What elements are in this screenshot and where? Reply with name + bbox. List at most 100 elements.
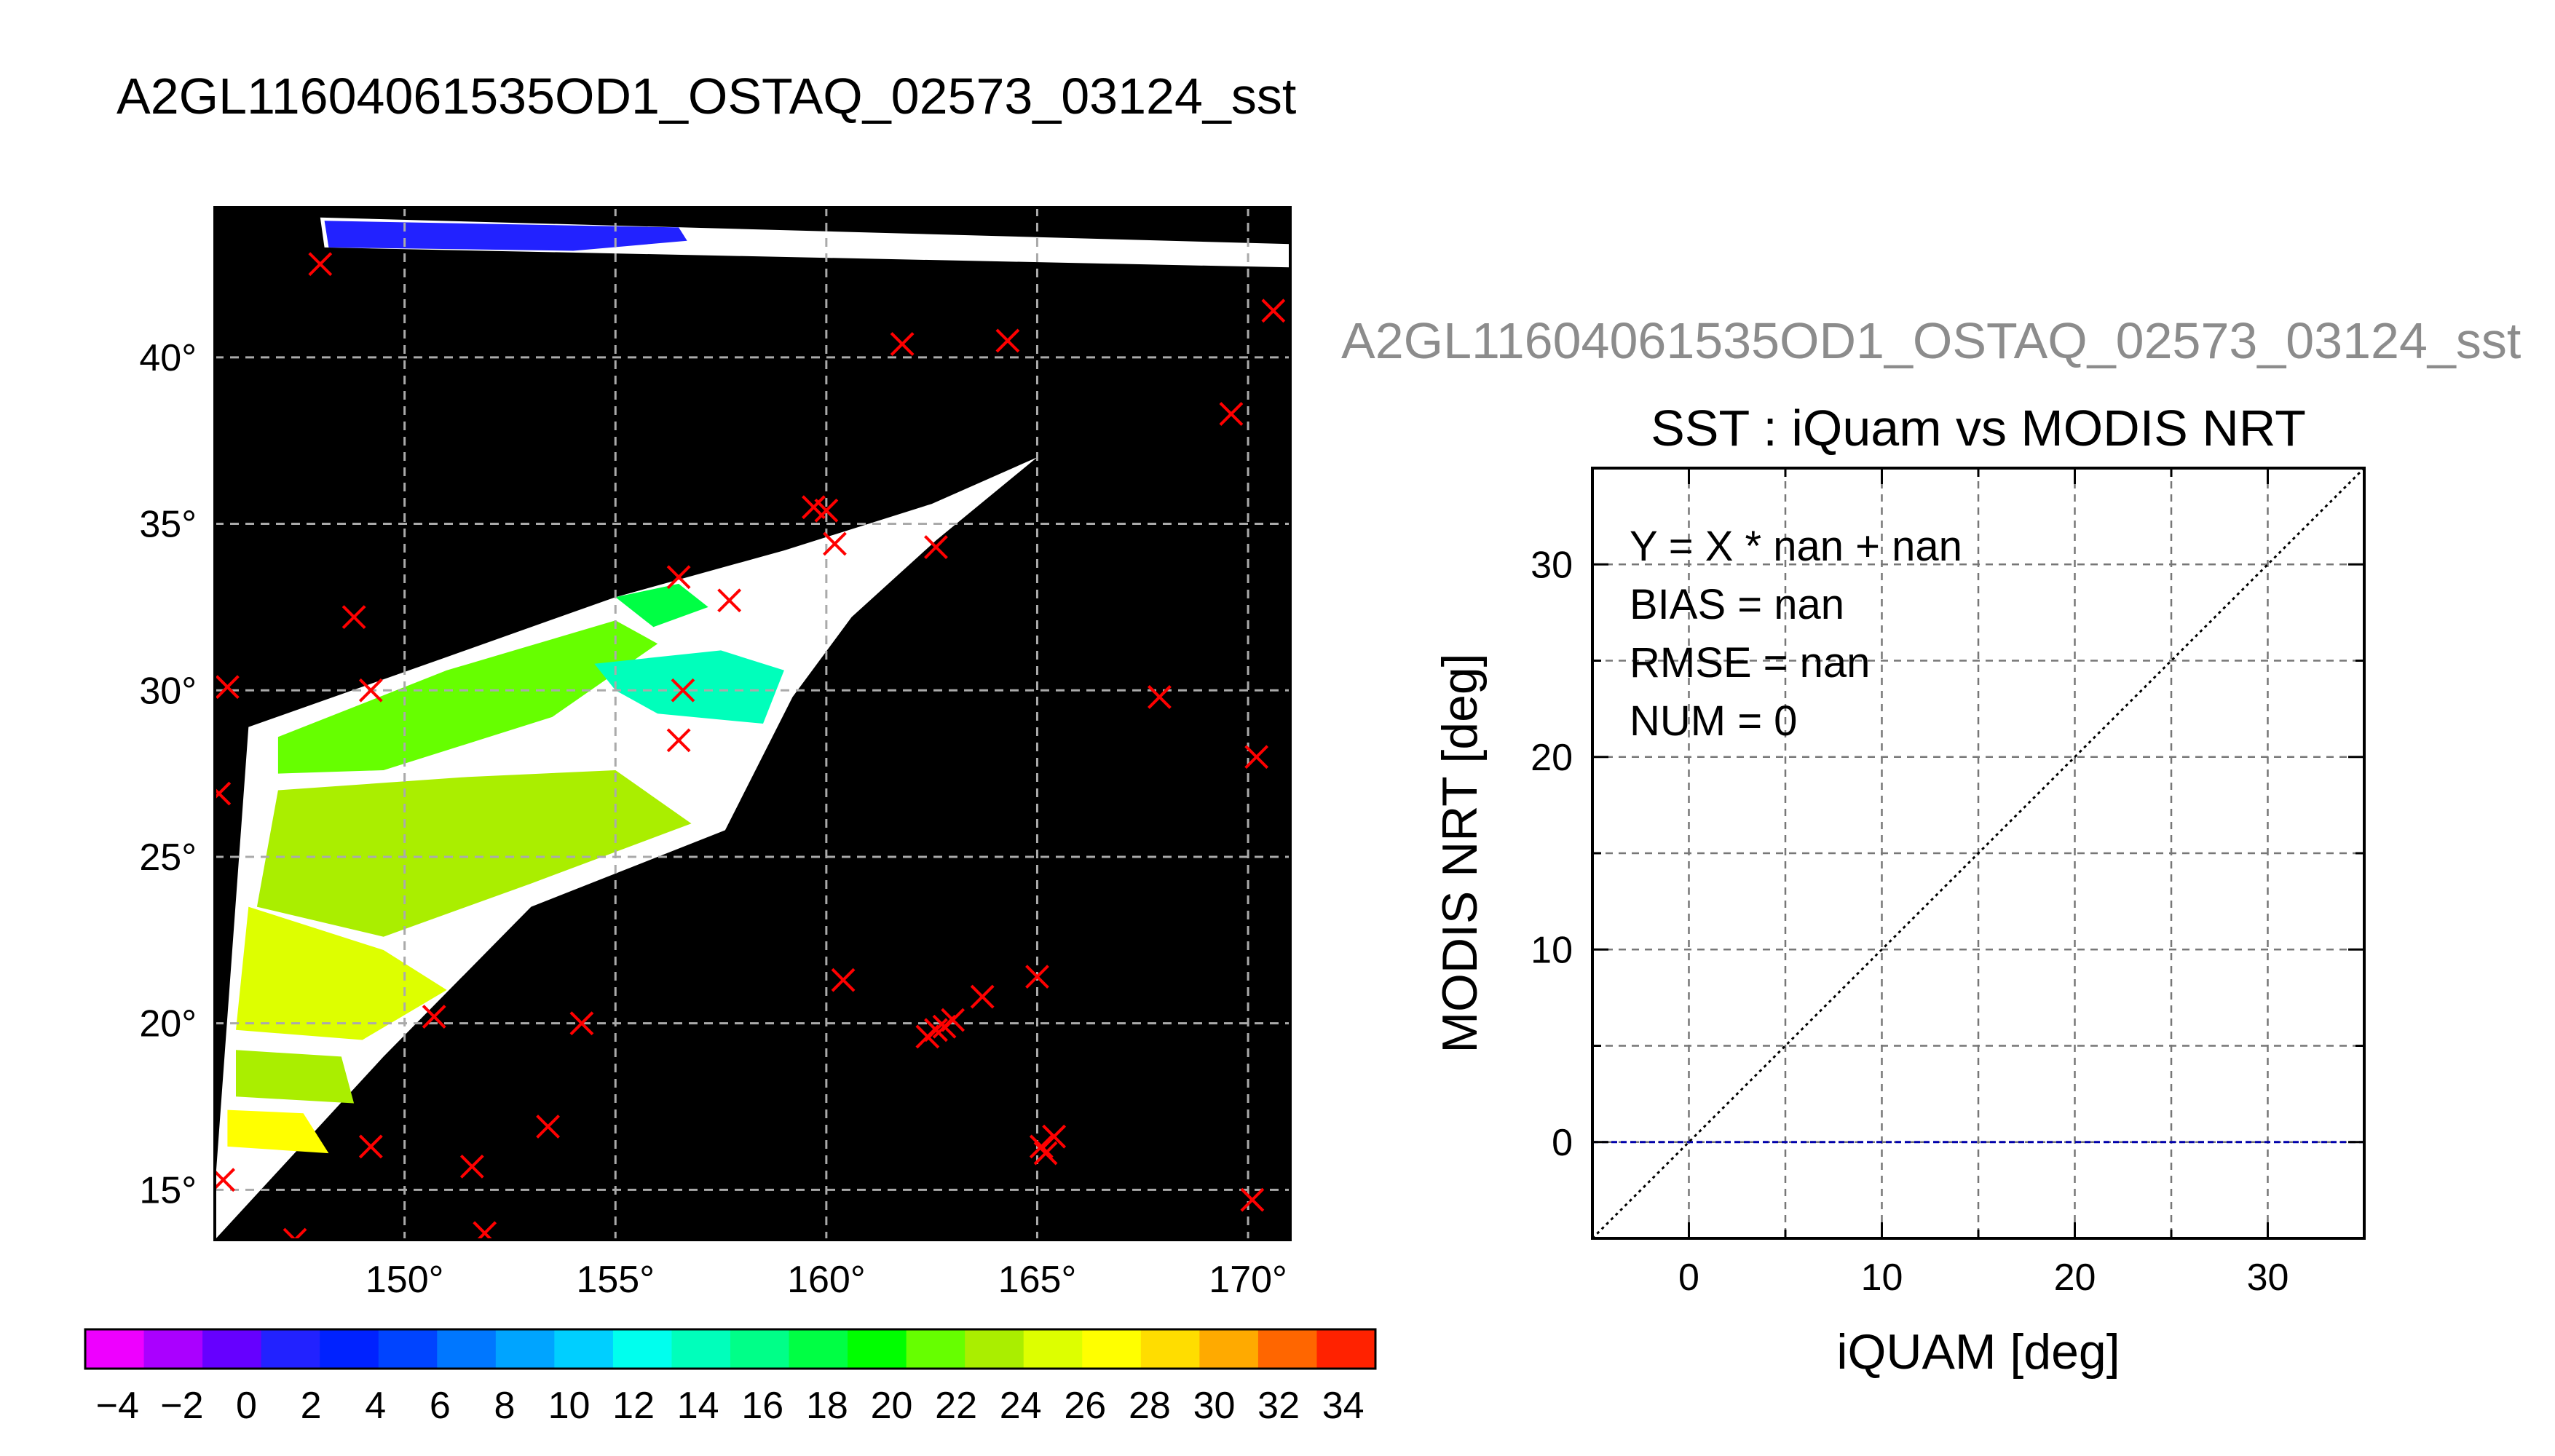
crossmark: [666, 728, 691, 753]
scatter-one-to-one-line: [1592, 468, 2364, 1238]
crossmark-stroke: [995, 328, 1020, 353]
scatter-x-tick-label: 0: [1678, 1257, 1699, 1299]
colorbar-swatch: [320, 1329, 379, 1369]
scatter-plot-area: [1592, 468, 2364, 1238]
scatter-stat-line: BIAS = nan: [1630, 581, 1844, 628]
crossmark-stroke: [802, 495, 826, 520]
scatter-stat-line: NUM = 0: [1630, 697, 1797, 745]
colorbar-swatch: [1316, 1329, 1376, 1369]
crossmark-stroke: [215, 781, 232, 800]
sst-patch: [277, 620, 658, 774]
map-lon-tick-label: 155°: [576, 1259, 655, 1301]
colorbar-swatch: [437, 1329, 497, 1369]
crossmark-stroke: [1025, 965, 1049, 989]
colorbar-tick-label: 28: [1129, 1385, 1171, 1427]
colorbar-swatch: [1199, 1329, 1259, 1369]
crossmark: [358, 1134, 383, 1159]
colorbar-swatch: [143, 1329, 203, 1369]
map-lon-tick-label: 150°: [366, 1259, 444, 1301]
colorbar-tick-label: 4: [365, 1385, 386, 1427]
sst-patch: [324, 221, 687, 251]
scatter-x-tick-label: 20: [2054, 1257, 2096, 1299]
colorbar-swatch: [848, 1329, 907, 1369]
crossmark-stroke: [569, 1011, 594, 1036]
scatter-stat-line: Y = X * nan + nan: [1630, 523, 1962, 570]
sst-patch: [615, 583, 708, 628]
colorbar-tick-label: 24: [1000, 1385, 1042, 1427]
crossmark: [358, 678, 383, 703]
scatter-subtitle: A2GL11604061535OD1_OSTAQ_02573_03124_sst: [1341, 312, 2522, 369]
colorbar-swatch: [554, 1329, 614, 1369]
crossmark: [890, 332, 915, 356]
crossmark: [215, 675, 240, 700]
scatter-y-tick-label: 0: [1552, 1122, 1573, 1164]
crossmark-stroke: [890, 332, 915, 356]
crossmark: [215, 781, 232, 806]
colorbar-tick-label: 14: [677, 1385, 719, 1427]
crossmark: [308, 252, 333, 277]
colorbar-swatch: [202, 1329, 262, 1369]
crossmark: [569, 1011, 594, 1036]
colorbar-tick-label: 20: [871, 1385, 913, 1427]
scatter-y-axis-label: MODIS NRT [deg]: [1432, 653, 1488, 1053]
crossmark-stroke: [924, 535, 948, 559]
colorbar-tick-label: 2: [301, 1385, 322, 1427]
crossmark: [1240, 1187, 1265, 1212]
swath-area: [215, 457, 1038, 1240]
colorbar-tick-label: 32: [1257, 1385, 1300, 1427]
colorbar-swatch: [85, 1329, 145, 1369]
crossmark-stroke: [475, 1221, 497, 1240]
colorbar-swatch: [1140, 1329, 1200, 1369]
map-frame: [213, 206, 1292, 1241]
crossmark-stroke: [1240, 1187, 1265, 1212]
crossmark: [1219, 402, 1244, 427]
colorbar-frame: [84, 1328, 1377, 1370]
map-lat-tick-label: 30°: [139, 670, 197, 712]
scatter-stat-line: RMSE = nan: [1630, 639, 1870, 687]
crossmark-stroke: [666, 565, 691, 590]
crossmark: [459, 1154, 484, 1179]
map-lon-tick-label: 160°: [787, 1259, 866, 1301]
map-lat-tick-label: 25°: [139, 836, 197, 879]
crossmark: [924, 1018, 948, 1042]
crossmark-stroke: [1244, 745, 1269, 769]
crossmark-stroke: [941, 1008, 965, 1032]
crossmark-stroke: [671, 678, 695, 703]
colorbar-tick-label: 6: [430, 1385, 451, 1427]
crossmark-stroke: [1261, 298, 1286, 323]
crossmark: [941, 1008, 965, 1032]
colorbar-swatch: [495, 1329, 555, 1369]
crossmark-stroke: [1029, 1134, 1054, 1159]
crossmark: [717, 588, 742, 613]
map-lat-tick-label: 40°: [139, 337, 197, 379]
crossmark: [1025, 965, 1049, 989]
colorbar-swatch: [965, 1329, 1024, 1369]
crossmark-stroke: [970, 984, 995, 1009]
map-plot-area: [215, 207, 1290, 1240]
colorbar-tick-label: 10: [548, 1385, 591, 1427]
crossmark-stroke: [422, 1005, 446, 1029]
colorbar-swatch: [1082, 1329, 1142, 1369]
crossmark-stroke: [308, 252, 333, 277]
crossmark-stroke: [341, 605, 366, 630]
crossmark: [473, 1221, 497, 1240]
crossmark-stroke: [814, 498, 839, 523]
sst-patch: [236, 906, 447, 1040]
map-lon-tick-label: 165°: [998, 1259, 1077, 1301]
colorbar-swatch: [671, 1329, 731, 1369]
crossmark: [671, 678, 695, 703]
crossmark: [924, 535, 948, 559]
colorbar-swatch: [1257, 1329, 1318, 1369]
crossmark: [970, 984, 995, 1009]
crossmark-stroke: [717, 588, 742, 613]
crossmark: [1261, 298, 1286, 323]
crossmark: [283, 1227, 307, 1240]
crossmark-stroke: [358, 678, 383, 703]
crossmark: [823, 531, 847, 556]
crossmark-stroke: [459, 1154, 484, 1179]
colorbar-swatch: [612, 1329, 673, 1369]
colorbar-tick-label: 8: [494, 1385, 515, 1427]
crossmark: [1033, 1141, 1058, 1166]
